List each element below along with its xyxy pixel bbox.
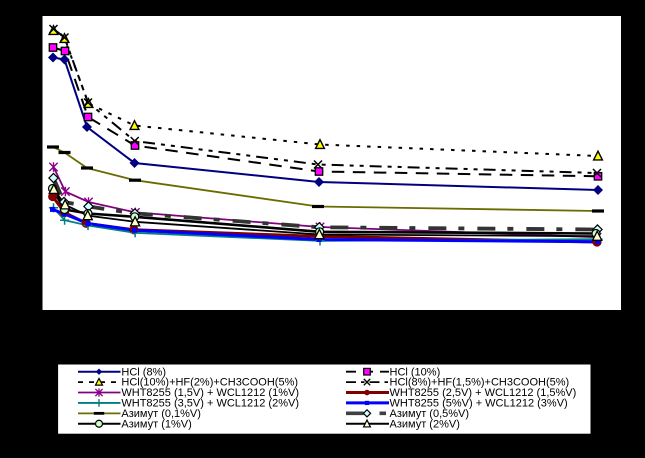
svg-text:Азимут (0,5%V): Азимут (0,5%V) [390, 408, 470, 420]
svg-text:Азимут (0,1%V): Азимут (0,1%V) [121, 408, 201, 420]
svg-text:HCl(8%)+HF(1,5%)+CH3COOH(5%): HCl(8%)+HF(1,5%)+CH3COOH(5%) [390, 377, 570, 389]
svg-text:WHT8255 (5%V) + WCL1212 (3%V): WHT8255 (5%V) + WCL1212 (3%V) [390, 398, 568, 410]
svg-text:Азимут (2%V): Азимут (2%V) [390, 418, 460, 430]
svg-text:WHT8255 (1,5V) + WCL1212 (1%V): WHT8255 (1,5V) + WCL1212 (1%V) [121, 387, 299, 399]
svg-text:HCl (10%): HCl (10%) [390, 366, 441, 378]
svg-text:WHT8255 (3,5V) + WCL1212 (2%V): WHT8255 (3,5V) + WCL1212 (2%V) [121, 398, 299, 410]
svg-text:Азимут (1%V): Азимут (1%V) [121, 418, 191, 430]
svg-text:HCl(10%)+HF(2%)+CH3COOH(5%): HCl(10%)+HF(2%)+CH3COOH(5%) [121, 377, 298, 389]
svg-text:WHT8255 (2,5V) + WCL1212 (1,5%: WHT8255 (2,5V) + WCL1212 (1,5%V) [390, 387, 577, 399]
svg-text:HCl (8%): HCl (8%) [121, 366, 166, 378]
